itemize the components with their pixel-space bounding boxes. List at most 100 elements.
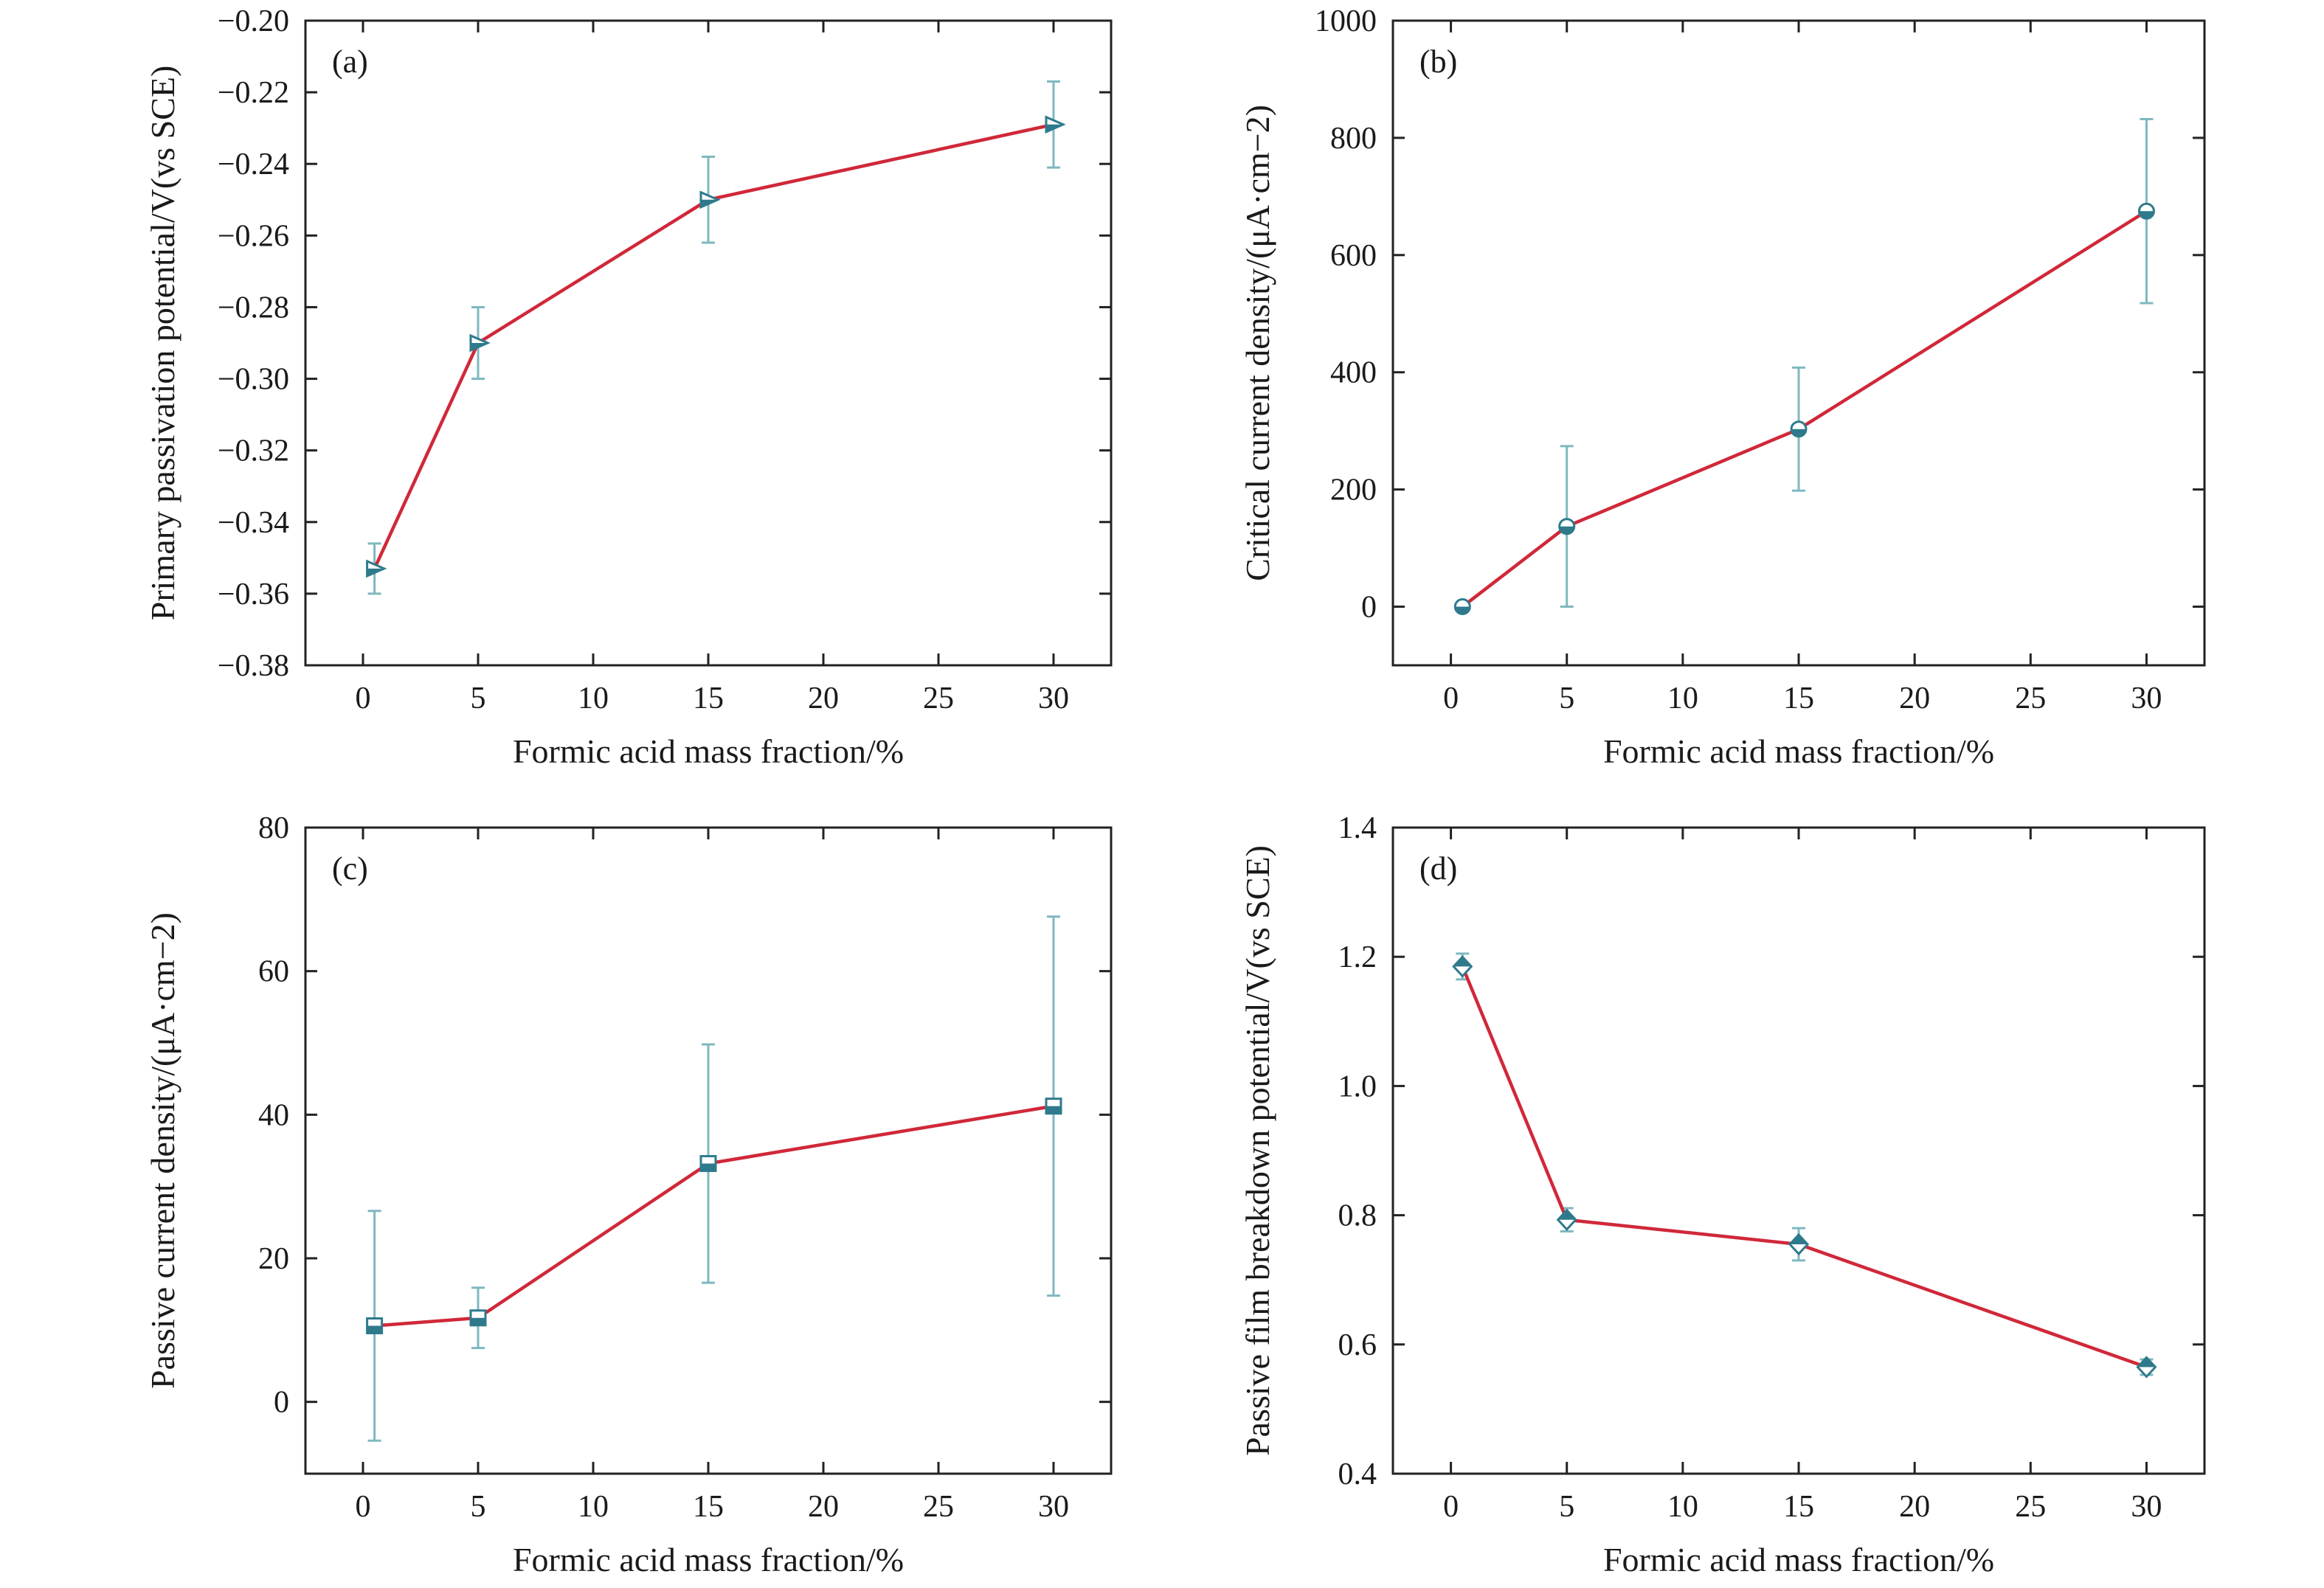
marker-group-1 (1556, 1208, 1577, 1231)
x-tick-label: 5 (471, 1490, 486, 1524)
data-point-1-fill (471, 343, 488, 350)
y-tick-label: 60 (258, 955, 289, 989)
x-axis-label: Formic acid mass fraction/% (513, 732, 904, 770)
y-tick-label: −0.20 (218, 4, 289, 38)
series-line (1461, 965, 2148, 1369)
y-tick-label: −0.36 (218, 578, 289, 611)
x-tick-label: 10 (1667, 1490, 1698, 1524)
y-tick-label: 0.8 (1338, 1199, 1377, 1233)
x-tick-label: 25 (2015, 682, 2046, 715)
x-tick-label: 0 (1443, 1490, 1459, 1524)
panel-label: (c) (332, 850, 368, 887)
y-tick-label: 0.6 (1338, 1328, 1377, 1362)
y-axis-label: Critical current density/(μA·cm−2) (1239, 105, 1276, 581)
data-point-1-fill (1559, 526, 1574, 534)
data-point-2-fill (701, 199, 718, 207)
x-axis-label: Formic acid mass fraction/% (1603, 732, 1994, 770)
marker-group-3 (2137, 202, 2155, 220)
x-tick-label: 25 (2015, 1490, 2046, 1524)
marker-group-3 (2136, 1356, 2157, 1379)
y-tick-label: −0.38 (218, 649, 289, 683)
y-tick-label: 80 (258, 811, 289, 845)
x-tick-label: 20 (1899, 682, 1930, 715)
x-tick-label: 15 (693, 1490, 724, 1524)
x-axis-label: Formic acid mass fraction/% (513, 1541, 904, 1578)
x-tick-label: 5 (471, 682, 486, 715)
x-tick-label: 15 (1783, 682, 1814, 715)
marker-group-0 (366, 559, 387, 578)
data-point-2-fill (1791, 429, 1806, 437)
x-tick-label: 30 (1038, 682, 1069, 715)
x-tick-label: 0 (356, 682, 371, 715)
y-tick-label: 600 (1330, 239, 1377, 273)
y-tick-label: 0.4 (1338, 1457, 1377, 1491)
panel-label: (a) (332, 44, 368, 80)
panel-label: (b) (1419, 44, 1457, 80)
data-point-0-fill (367, 568, 384, 576)
x-tick-label: 10 (1667, 682, 1698, 715)
data-point-0-fill (1455, 606, 1470, 614)
y-tick-label: 1000 (1315, 4, 1377, 38)
x-tick-label: 25 (923, 682, 954, 715)
y-axis-label: Passive current density/(μA·cm−2) (144, 912, 181, 1389)
x-tick-label: 10 (578, 682, 609, 715)
series-line (1461, 209, 2148, 608)
marker-group-1 (469, 333, 491, 353)
y-tick-label: 400 (1330, 356, 1377, 390)
marker-group-1 (469, 1309, 487, 1327)
marker-group-1 (1558, 518, 1576, 535)
marker-group-0 (1452, 955, 1473, 978)
plot-frame (1391, 826, 2206, 1475)
y-tick-label: 0 (274, 1386, 289, 1420)
y-tick-label: 1.4 (1338, 811, 1377, 845)
y-tick-label: 200 (1330, 474, 1377, 507)
x-tick-label: 20 (808, 1490, 839, 1524)
x-tick-label: 5 (1559, 682, 1574, 715)
data-point-3-fill (1046, 124, 1063, 132)
y-tick-label: −0.28 (218, 291, 289, 325)
x-tick-label: 30 (1038, 1490, 1069, 1524)
data-point-3-fill (2137, 1357, 2156, 1367)
data-point-2-fill (1790, 1235, 1808, 1245)
data-point-0-fill (1453, 957, 1472, 967)
marker-group-3 (1045, 1098, 1062, 1115)
x-tick-label: 0 (1443, 682, 1459, 715)
data-point-1-fill (1557, 1210, 1576, 1220)
y-tick-label: 0 (1361, 591, 1377, 625)
marker-group-2 (699, 190, 721, 209)
data-point-0-fill (367, 1325, 382, 1334)
x-tick-label: 30 (2131, 682, 2162, 715)
data-point-2-fill (701, 1163, 716, 1171)
y-tick-label: −0.22 (218, 76, 289, 110)
x-tick-label: 15 (1783, 1490, 1814, 1524)
marker-group-0 (366, 1317, 384, 1334)
marker-group-2 (1788, 1232, 1810, 1256)
panel-label: (d) (1419, 850, 1457, 887)
data-point-1-fill (471, 1317, 485, 1325)
data-point-3-fill (1046, 1106, 1061, 1114)
y-tick-label: −0.34 (218, 506, 289, 540)
marker-group-2 (699, 1155, 717, 1173)
x-tick-label: 20 (808, 682, 839, 715)
x-tick-label: 15 (693, 682, 724, 715)
marker-group-3 (1045, 115, 1066, 134)
y-axis-label: Primary passivation potential/V(vs SCE) (144, 66, 181, 621)
y-tick-label: 1.0 (1338, 1069, 1377, 1103)
y-axis-label: Passive film breakdown potential/V(vs SC… (1239, 845, 1276, 1456)
y-tick-label: 800 (1330, 122, 1377, 156)
x-tick-label: 25 (923, 1490, 954, 1524)
y-tick-label: 40 (258, 1098, 289, 1132)
x-axis-label: Formic acid mass fraction/% (1603, 1541, 1994, 1578)
y-tick-label: 1.2 (1338, 940, 1377, 974)
y-tick-label: −0.30 (218, 363, 289, 397)
marker-group-2 (1790, 420, 1808, 438)
x-tick-label: 30 (2131, 1490, 2162, 1524)
data-point-3-fill (2139, 211, 2154, 219)
y-tick-label: −0.32 (218, 434, 289, 468)
x-tick-label: 10 (578, 1490, 609, 1524)
